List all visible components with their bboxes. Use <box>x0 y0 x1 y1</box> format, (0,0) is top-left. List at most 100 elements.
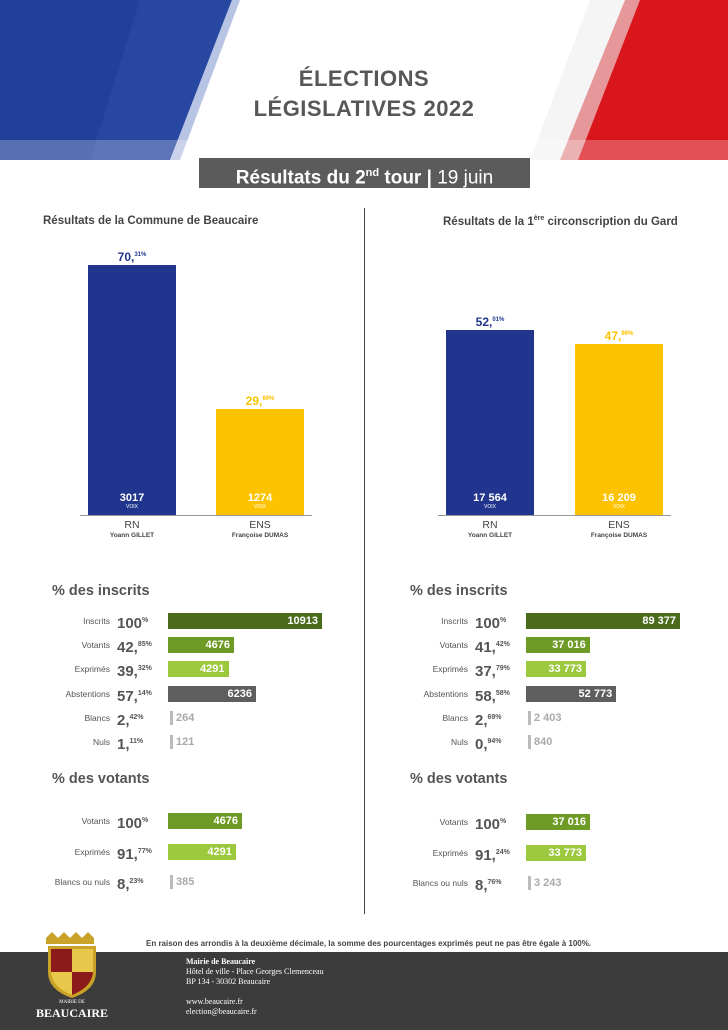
left-bar-ens <box>216 409 304 515</box>
stat-value: 3 243 <box>534 877 562 889</box>
subtitle-banner: Résultats du 2nd tour | 19 juin <box>199 158 530 188</box>
footer-website[interactable]: www.beaucaire.fr <box>186 997 243 1006</box>
stat-pct: 1,11% <box>117 732 143 755</box>
footer-email[interactable]: election@beaucaire.fr <box>186 1007 257 1016</box>
stat-bar: 33 773 <box>526 661 586 678</box>
right-bar-rn <box>446 329 534 515</box>
stat-pct-dec: 77% <box>137 847 152 855</box>
stat-pct-dec: % <box>500 818 507 825</box>
stat-bar: 4291 <box>168 843 236 860</box>
right-inscrits-row: Nuls 0,94% 840 <box>0 732 728 753</box>
stat-pct: 39,32% <box>117 659 152 682</box>
stat-pct: 100% <box>117 811 148 834</box>
stat-label: Exprimés <box>74 846 110 857</box>
stat-pct: 2,69% <box>475 708 502 731</box>
stat-tick <box>528 735 531 749</box>
stat-pct-int: 100 <box>117 815 143 832</box>
stat-bar: 33 773 <box>526 844 586 861</box>
right-party-label: ENS Françoise DUMAS <box>565 520 673 540</box>
pct-int: 70, <box>117 249 135 264</box>
stat-pct-dec: 32% <box>137 665 152 673</box>
stat-label: Votants <box>81 640 110 651</box>
contact-block: Mairie de Beaucaire Hôtel de ville - Pla… <box>186 957 324 1017</box>
stat-label: Exprimés <box>74 664 110 675</box>
stat-tick <box>528 710 531 725</box>
stat-pct-int: 8, <box>475 877 488 894</box>
right-title-a: Résultats de la 1 <box>443 215 534 228</box>
stat-label: Votants <box>439 640 468 651</box>
stat-pct-dec: 24% <box>495 848 510 856</box>
stat-pct-int: 91, <box>117 845 138 863</box>
stat-pct-dec: 23% <box>129 878 144 885</box>
stat-label: Blancs ou nuls <box>412 878 468 888</box>
subtitle-bold: Résultats du 2 <box>235 167 366 189</box>
stat-tick <box>170 875 173 889</box>
left-votants-row: Blancs ou nuls 8,23% 385 <box>0 872 728 895</box>
subtitle-separator: | <box>421 167 438 189</box>
footer-address-2: BP 134 - 30302 Beaucaire <box>186 977 271 986</box>
subtitle-date: 19 juin <box>437 167 494 189</box>
stat-label: Exprimés <box>432 847 468 858</box>
tricolor-flag-graphic <box>0 0 728 160</box>
right-bar-votes: 16 209 VOIX <box>575 493 663 511</box>
stat-tick <box>170 710 173 725</box>
right-title-sup: ère <box>533 215 545 222</box>
right-inscrits-row: Inscrits 100% 89 377 <box>0 611 728 632</box>
stat-label: Blancs <box>84 712 110 723</box>
stat-label: Votants <box>439 817 468 827</box>
left-inscrits-row: Exprimés 39,32% 4291 <box>0 659 728 682</box>
left-inscrits-title: % des inscrits <box>52 583 150 599</box>
stat-pct-int: 1, <box>117 736 130 753</box>
stat-pct-int: 2, <box>475 711 488 729</box>
stat-tick <box>170 735 173 749</box>
left-inscrits-row: Nuls 1,11% 121 <box>0 732 728 755</box>
stat-value: 385 <box>176 876 195 888</box>
subtitle-sup: nd <box>365 167 380 179</box>
coat-of-arms-icon <box>46 932 96 998</box>
candidate-name: Yoann GILLET <box>467 532 513 539</box>
stat-bar: 4676 <box>168 813 242 829</box>
stat-pct: 58,58% <box>475 684 510 707</box>
votes-count: 17 564 <box>473 492 507 504</box>
stat-pct-dec: 11% <box>129 738 144 745</box>
right-bar-ens <box>575 344 663 515</box>
stat-label: Nuls <box>92 737 110 747</box>
stat-pct: 42,85% <box>117 635 152 658</box>
right-inscrits-row: Votants 41,42% 37 016 <box>0 635 728 658</box>
pct-dec: 99% <box>621 331 634 338</box>
party-name: ENS <box>249 519 271 531</box>
stat-pct-dec: 76% <box>487 879 502 886</box>
stat-pct: 91,77% <box>117 842 152 865</box>
stat-pct-int: 57, <box>117 687 138 705</box>
page-title: ÉLECTIONS LÉGISLATIVES 2022 <box>0 64 728 124</box>
right-bar-votes: 17 564 VOIX <box>446 492 534 511</box>
party-name: RN <box>124 519 140 531</box>
stat-bar: 6236 <box>168 685 256 702</box>
stat-pct-dec: 58% <box>495 689 510 697</box>
stat-label: Blancs ou nuls <box>54 877 110 887</box>
footnote: En raison des arrondis à la deuxième déc… <box>146 939 592 948</box>
stat-pct-int: 100 <box>475 816 501 833</box>
stat-pct-int: 91, <box>475 846 496 864</box>
stat-pct: 41,42% <box>475 635 510 658</box>
stat-pct-int: 8, <box>117 876 130 893</box>
stat-pct-dec: 42% <box>495 641 510 649</box>
footer-bar <box>0 952 728 1030</box>
stat-pct-int: 2, <box>117 711 130 729</box>
stat-pct-dec: 14% <box>137 689 152 697</box>
left-inscrits-row: Votants 42,85% 4676 <box>0 635 728 658</box>
stat-pct-int: 37, <box>475 663 496 681</box>
votes-count: 1274 <box>247 492 273 504</box>
right-title-b: circonscription du Gard <box>544 215 678 228</box>
stat-pct: 8,76% <box>475 873 502 896</box>
stat-pct: 8,23% <box>117 872 144 895</box>
stat-label: Inscrits <box>83 616 110 626</box>
left-party-label: ENS Françoise DUMAS <box>206 520 314 540</box>
stat-value: 121 <box>176 736 195 748</box>
stat-pct-int: 58, <box>475 687 496 705</box>
stat-bar: 4676 <box>168 637 234 654</box>
left-chart-baseline <box>80 515 312 516</box>
votes-count: 3017 <box>119 492 145 504</box>
right-votants-title: % des votants <box>410 771 508 787</box>
footer-address-1: Hôtel de ville - Place Georges Clemencea… <box>186 967 324 976</box>
